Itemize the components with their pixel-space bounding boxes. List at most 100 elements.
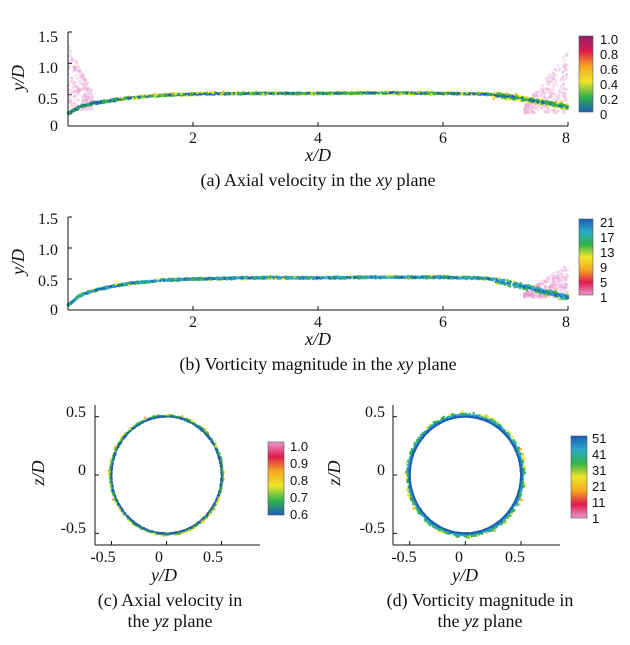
panel-a-point-2199 — [135, 97, 138, 100]
panel-b-point-1888 — [95, 289, 98, 292]
panel-a-point-221 — [82, 82, 85, 85]
panel-a-point-2203 — [95, 102, 98, 105]
panel-a-point-434 — [552, 72, 555, 75]
panel-b-point-1950 — [420, 276, 423, 279]
panel-a-point-452 — [555, 74, 558, 77]
panel-a-point-2213 — [235, 93, 238, 96]
panel-a-point-2234 — [119, 98, 122, 101]
panel-b-point-1853 — [443, 275, 446, 278]
panel-a-point-553 — [565, 77, 568, 80]
panel-b-point-1927 — [413, 276, 416, 279]
panel-a-point-503 — [559, 79, 562, 82]
panel-b-point-1984 — [270, 278, 273, 281]
panel-a-point-2013 — [518, 99, 521, 102]
panel-b-point-2003 — [278, 276, 281, 279]
panel-a-point-541 — [542, 95, 545, 98]
panel-b-point-1881 — [103, 287, 106, 290]
panel-a-point-552 — [542, 91, 545, 94]
panel-a-point-1490 — [529, 99, 532, 102]
panel-a-point-207 — [78, 81, 81, 84]
panel-b-point-283 — [546, 276, 549, 279]
panel-a-point-2256 — [541, 100, 544, 103]
panel-a-point-472 — [548, 97, 551, 100]
panel-a-point-2279 — [316, 92, 319, 95]
panel-b-point-1982 — [488, 278, 491, 281]
panel-a-point-210 — [86, 83, 89, 86]
panel-b-ytick-1: 1.5 — [38, 211, 58, 228]
panel-b-point-1557 — [157, 279, 160, 282]
panel-a-point-231 — [72, 87, 75, 90]
panel-b-point-250 — [560, 279, 563, 282]
panel-a-point-256 — [68, 60, 71, 63]
panel-a-point-2227 — [353, 92, 356, 95]
panel-a-ytick-1: 1.5 — [38, 29, 58, 46]
panel-b-point-1901 — [289, 276, 292, 279]
panel-a-point-509 — [533, 112, 536, 115]
panel-c: 0.5 0 -0.5 -0.5 0 0.5 y/D z/D (c) Axial … — [28, 404, 308, 631]
panel-b-point-2000 — [314, 276, 317, 279]
panel-b-point-1891 — [349, 276, 352, 279]
panel-b-cb-label-1: 21 — [600, 215, 614, 230]
panel-b-point-296 — [530, 292, 533, 295]
panel-a-point-235 — [86, 100, 89, 103]
panel-b-point-314 — [548, 286, 551, 289]
panel-b-xtick-1: 2 — [189, 314, 197, 331]
panel-a-point-254 — [81, 75, 84, 78]
panel-b-point-1775 — [403, 275, 406, 278]
panel-a-point-2139 — [374, 92, 377, 95]
panel-b-caption-italic: xy — [396, 354, 413, 374]
panel-a-point-549 — [558, 67, 561, 70]
panel-b-point-2004 — [451, 277, 454, 280]
panel-b-point-1806 — [446, 275, 449, 278]
panel-a-point-237 — [82, 99, 85, 102]
panel-a-point-515 — [562, 78, 565, 81]
panel-b-point-1985 — [528, 287, 531, 290]
panel-b-point-1845 — [401, 276, 404, 279]
panel-a-ylabel: y/D — [8, 65, 28, 93]
panel-a-point-564 — [552, 97, 555, 100]
panel-a-point-218 — [87, 94, 90, 97]
panel-a-point-257 — [78, 89, 81, 92]
panel-a-point-501 — [547, 90, 550, 93]
panel-b-point-1817 — [354, 276, 357, 279]
panel-b-point-260 — [566, 275, 569, 278]
panel-a-point-551 — [541, 106, 544, 109]
panel-a-point-234 — [84, 79, 87, 82]
panel-a-point-219 — [90, 88, 93, 91]
panel-b-point-1903 — [81, 293, 84, 296]
panel-a-point-2235 — [163, 95, 166, 98]
panel-a-point-2250 — [216, 92, 219, 95]
panel-a-point-423 — [557, 64, 560, 67]
panel-a-point-2217 — [423, 92, 426, 95]
panel-a-xtick-4: 8 — [562, 130, 570, 147]
panel-b-point-1788 — [516, 283, 519, 286]
panel-a-point-1950 — [519, 95, 522, 98]
panel-b-point-1890 — [551, 294, 554, 297]
panel-a-point-2161 — [150, 94, 153, 97]
panel-b-point-197 — [558, 275, 561, 278]
panel-a-colorbar-swatch — [579, 36, 593, 112]
panel-b-point-1844 — [546, 289, 549, 292]
panel-b-point-1872 — [506, 279, 509, 282]
panel-a-point-405 — [560, 90, 563, 93]
panel-b-point-1946 — [337, 276, 340, 279]
panel-a-point-2135 — [397, 93, 400, 96]
panel-a-point-2152 — [393, 93, 396, 96]
panel-b-point-1990 — [243, 276, 246, 279]
panel-a-point-2252 — [411, 92, 414, 95]
panel-b-point-1734 — [172, 279, 175, 282]
panel-a-point-548 — [549, 93, 552, 96]
panel-a-point-339 — [555, 84, 558, 87]
panel-b-point-210 — [537, 296, 540, 299]
panel-a-colorbar: 1.0 0.8 0.6 0.4 0.2 0 — [579, 32, 618, 122]
panel-a-point-2166 — [382, 92, 385, 95]
panel-a-point-2117 — [335, 92, 338, 95]
panel-a-point-2048 — [508, 94, 511, 97]
panel-a-point-255 — [77, 69, 80, 72]
panel-a-point-1881 — [107, 100, 110, 103]
panel-b-point-1971 — [128, 284, 131, 287]
panel-a-point-2159 — [174, 93, 177, 96]
panel-a-point-212 — [70, 77, 73, 80]
panel-b-point-269 — [553, 272, 556, 275]
panel-a-point-570 — [559, 93, 562, 96]
